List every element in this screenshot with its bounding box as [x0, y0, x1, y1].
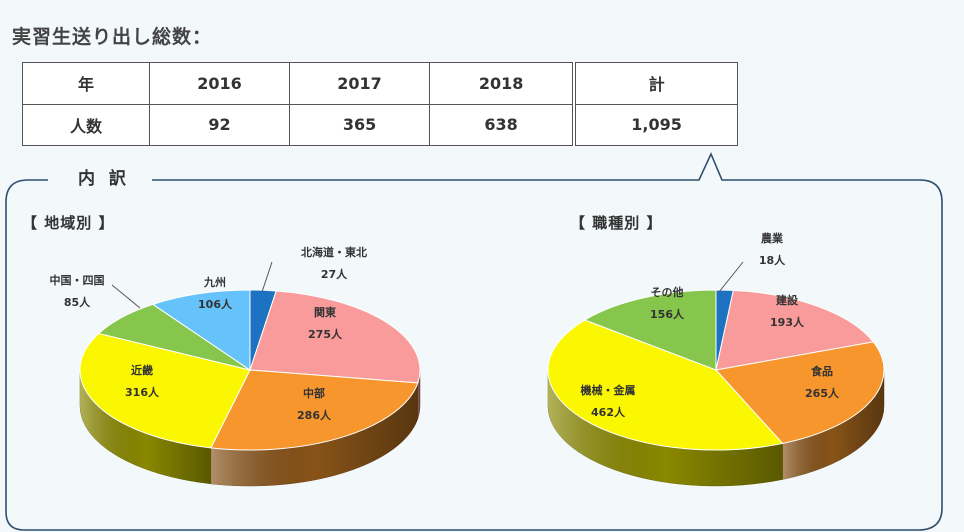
header-cell-2018: 2018	[429, 62, 575, 105]
value-cell-2016: 92	[148, 103, 291, 146]
occupation-side-shade-3	[782, 370, 884, 480]
label-agriculture: 農業 18人	[758, 232, 786, 267]
breakdown-label: 内 訳	[60, 164, 148, 189]
region-pie-chart	[79, 261, 421, 487]
region-slice-2	[249, 290, 421, 384]
totals-table: 年 2016 2017 2018 計 人数 92 365 638 1,095	[22, 62, 739, 146]
occupation-slice-3	[715, 341, 885, 444]
value-cell-2018: 638	[429, 103, 575, 146]
page-heading: 実習生送り出し総数：	[12, 26, 213, 48]
region-chart-title: 【 地域別 】	[22, 214, 115, 232]
region-leader-line-2	[111, 284, 141, 309]
label-food: 食品 265人	[805, 365, 839, 400]
occupation-side-shade-4	[548, 370, 783, 487]
occupation-slice-5	[583, 289, 717, 371]
occupation-pie-chart	[547, 261, 885, 487]
label-other: その他 156人	[650, 286, 684, 321]
region-leader-line-1	[261, 261, 273, 293]
label-construction: 建設 193人	[770, 294, 804, 329]
row-label-count: 人数	[22, 103, 150, 146]
region-slice-3	[210, 369, 419, 451]
value-cell-total: 1,095	[572, 103, 739, 146]
value-cell-2017: 365	[289, 103, 431, 146]
label-chugoku-shikoku: 中国・四国 85人	[49, 274, 105, 309]
label-kanto: 関東 275人	[308, 306, 342, 341]
label-hokkaido-tohoku: 北海道・東北 27人	[301, 246, 367, 281]
occupation-slice-2	[715, 289, 875, 371]
label-chubu: 中部 286人	[297, 387, 331, 422]
label-machinery-metal: 機械・金属 462人	[580, 384, 636, 419]
occupation-chart-title: 【 職種別 】	[570, 214, 663, 232]
label-kinki: 近畿 316人	[125, 364, 159, 399]
region-slice-4	[79, 332, 251, 449]
occupation-leader-line-1	[718, 261, 744, 293]
region-side-shade-3	[210, 382, 418, 487]
header-cell-total: 計	[572, 62, 739, 105]
table-header-row: 年 2016 2017 2018 計	[22, 62, 739, 105]
region-side-shade-4	[80, 370, 211, 484]
occupation-slice-4	[547, 319, 784, 451]
table-row: 人数 92 365 638 1,095	[22, 103, 739, 146]
breakdown-panel-border	[5, 152, 943, 531]
label-kyushu: 九州 106人	[198, 276, 232, 311]
region-slice-6	[151, 289, 251, 371]
